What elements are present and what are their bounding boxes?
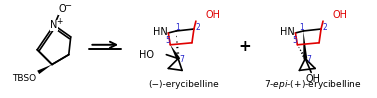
Text: 1: 1 bbox=[299, 23, 304, 32]
Text: −: − bbox=[64, 1, 71, 10]
Text: +: + bbox=[56, 17, 62, 26]
Text: N: N bbox=[50, 20, 58, 30]
Text: (−)-erycibelline: (−)-erycibelline bbox=[149, 80, 219, 89]
Text: +: + bbox=[239, 39, 251, 54]
Text: O: O bbox=[58, 4, 66, 14]
Polygon shape bbox=[170, 45, 180, 60]
Text: 2: 2 bbox=[196, 23, 200, 32]
Text: HO: HO bbox=[139, 50, 155, 60]
Text: TBSO: TBSO bbox=[12, 74, 37, 83]
Text: OH: OH bbox=[306, 74, 321, 84]
Text: OH: OH bbox=[333, 10, 348, 20]
Text: 5: 5 bbox=[292, 36, 297, 45]
Text: HN: HN bbox=[153, 27, 168, 37]
Text: HN: HN bbox=[280, 27, 295, 37]
Text: 5: 5 bbox=[165, 36, 170, 45]
Text: 7-$\it{epi}$-(+)-erycibelline: 7-$\it{epi}$-(+)-erycibelline bbox=[265, 78, 362, 91]
Text: 2: 2 bbox=[323, 23, 327, 32]
Polygon shape bbox=[303, 31, 307, 59]
Text: 7: 7 bbox=[307, 55, 312, 64]
Text: OH: OH bbox=[206, 10, 221, 20]
Polygon shape bbox=[37, 64, 52, 74]
Text: 7: 7 bbox=[180, 55, 184, 64]
Text: 1: 1 bbox=[175, 23, 179, 32]
